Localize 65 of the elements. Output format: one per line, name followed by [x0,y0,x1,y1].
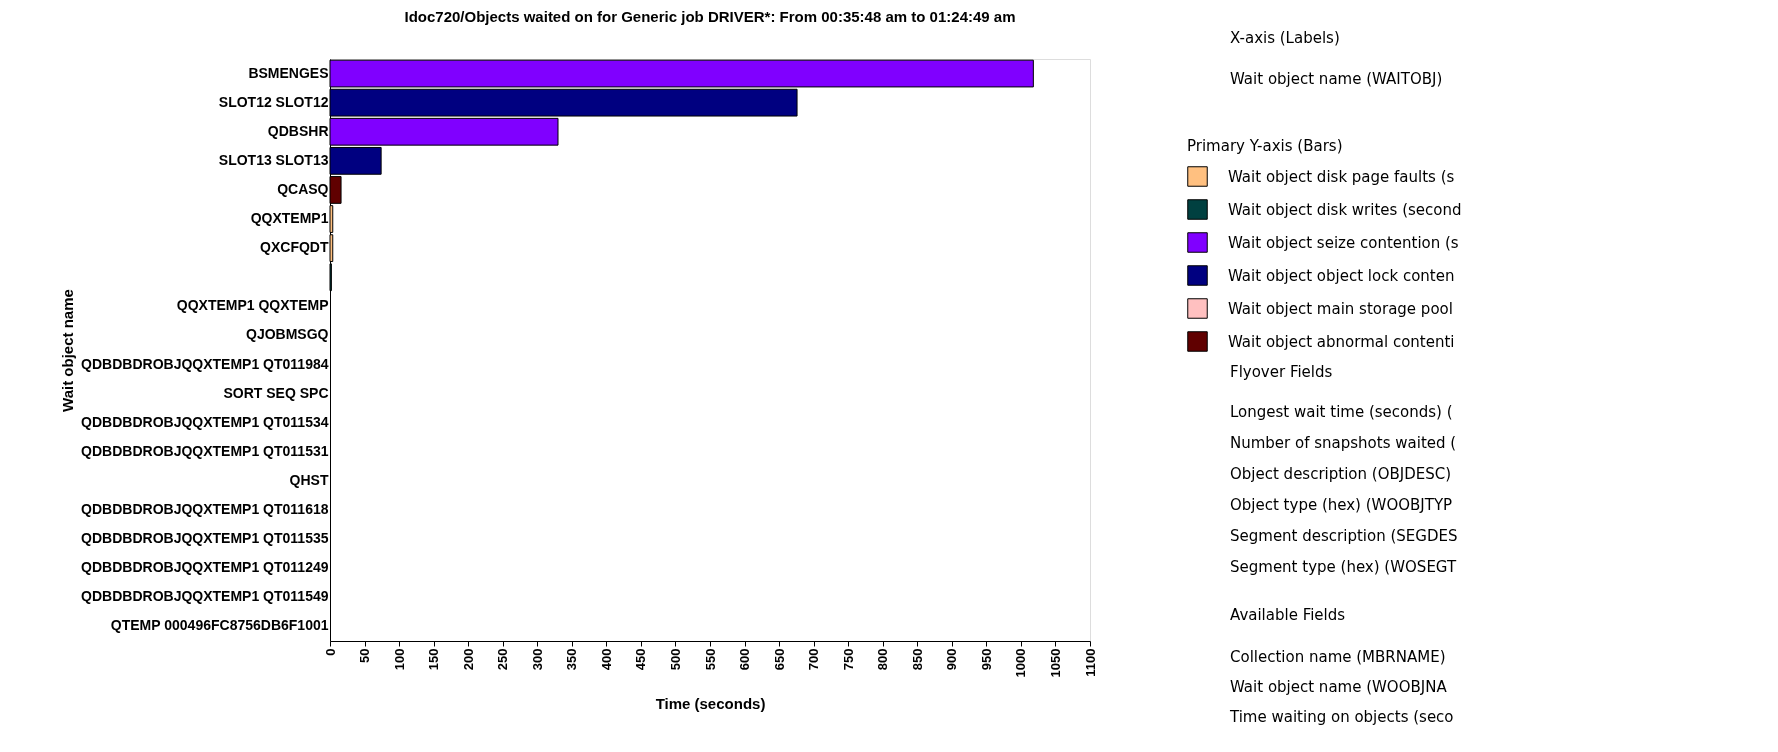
y-tick-label: QDBDBDROBJQQXTEMP1 QT011549 [81,588,329,605]
y-tick-label: QTEMP 000496FC8756DB6F1001 [110,617,329,634]
x-tick-label: 600 [737,648,753,671]
x-tick-label: 250 [495,648,511,671]
text: Number of snapshots waited ( [1230,434,1457,452]
text: X-axis (Labels) [1230,29,1340,47]
y-tick-label: QQXTEMP1 [250,210,329,227]
x-tick-label: 50 [357,648,373,663]
y-tick-label: QDBDBDROBJQQXTEMP1 QT011249 [81,559,329,576]
y-tick-label: QDBDBDROBJQQXTEMP1 QT011535 [81,530,329,547]
legend-label: Wait object disk page faults (s [1228,167,1455,186]
legend-label: Wait object object lock conten [1228,266,1455,285]
x-tick-label: 700 [806,648,822,671]
y-tick-label: QDBDBDROBJQQXTEMP1 QT011531 [81,442,329,459]
x-tick-label: 850 [909,648,925,671]
y-tick-label: BSMENGES [248,64,329,81]
y-tick-label: QJOBMSGQ [246,326,329,343]
y-axis-title: Wait object name [58,289,76,412]
text: Flyover Fields [1230,363,1333,381]
x-tick-label: 750 [840,648,856,671]
text: Wait object name (WOOBJNA [1230,678,1448,696]
legend-title: Primary Y-axis (Bars) [1187,137,1343,155]
text: Wait object name (WAITOBJ) [1230,70,1443,88]
y-tick-label: QQXTEMP1 QQXTEMP [176,297,329,314]
x-tick-label: 100 [391,648,407,671]
text: Object type (hex) (WOOBJTYP [1230,496,1453,514]
legend-label: Wait object main storage pool [1228,299,1453,318]
text: Time waiting on objects (seco [1229,708,1454,726]
x-tick-label: 0 [322,648,338,656]
y-tick-label: QHST [289,471,329,488]
legend-label: Wait object abnormal contenti [1228,332,1455,351]
x-tick-label: 200 [460,648,476,671]
legend-label: Wait object seize contention (s [1228,233,1459,252]
x-tick-label: 300 [529,648,545,671]
x-tick-label: 400 [598,648,614,671]
text: Collection name (MBRNAME) [1230,648,1446,666]
x-tick-label: 450 [633,648,649,671]
x-tick-label: 650 [771,648,787,671]
y-tick-label: QCASQ [277,180,329,197]
text: Segment description (SEGDES [1230,527,1458,545]
text: Available Fields [1230,606,1346,624]
y-tick-label: QDBSHR [267,122,329,139]
x-tick-label: 350 [564,648,580,671]
x-tick-label: 950 [978,648,994,671]
y-tick-label: SLOT13 SLOT13 [218,151,329,168]
text: Segment type (hex) (WOSEGT [1230,558,1457,576]
y-tick-label: QDBDBDROBJQQXTEMP1 QT011618 [81,501,329,518]
y-tick-label: QDBDBDROBJQQXTEMP1 QT011984 [81,355,329,372]
x-tick-label: 900 [944,648,960,671]
text: Object description (OBJDESC) [1230,465,1452,483]
y-tick-label: QDBDBDROBJQQXTEMP1 QT011534 [81,413,329,430]
y-tick-label: SORT SEQ SPC [223,384,329,401]
x-tick-label: 500 [667,648,683,671]
x-tick-label: 150 [426,648,442,671]
text: Longest wait time (seconds) ( [1230,403,1453,421]
chart-title: Idoc720/Objects waited on for Generic job DRIVER*: From 00:35:48 am to 01:24:49 am [404,8,1016,25]
y-tick-label: QXCFQDT [260,239,329,256]
x-tick-label: 1100 [1082,648,1098,677]
x-axis-title: Time (seconds) [655,695,766,713]
x-tick-label: 550 [702,648,718,671]
legend-label: Wait object disk writes (second [1228,200,1462,219]
x-tick-label: 1050 [1047,648,1063,678]
y-tick-label: SLOT12 SLOT12 [218,93,329,110]
x-tick-label: 1000 [1013,648,1029,678]
x-tick-label: 800 [875,648,891,671]
